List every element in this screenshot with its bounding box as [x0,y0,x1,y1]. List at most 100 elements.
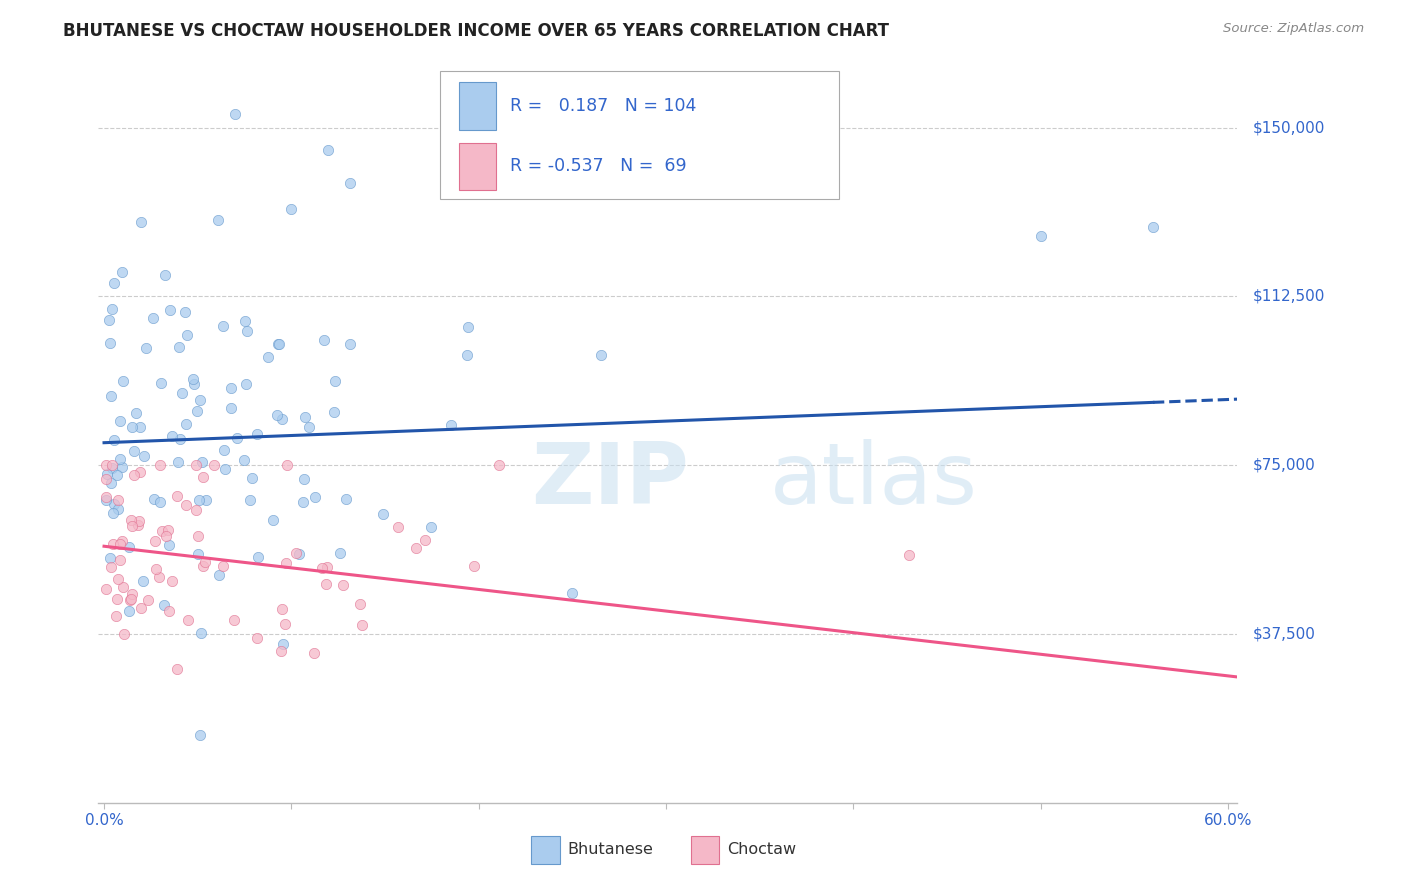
Point [267,336,290,351]
Point [145,533,167,548]
Point [120,592,142,607]
Point [274,556,297,570]
Point [304,490,326,504]
Bar [460,82,496,129]
Point [166,662,188,676]
Point [108,552,131,566]
Point [190,626,212,640]
Point [121,420,143,434]
Point [136,593,159,607]
Point [121,587,143,601]
Point [107,493,129,508]
Text: ZIP: ZIP [531,440,689,523]
Point [294,409,316,424]
Point [285,546,308,560]
Text: BHUTANESE VS CHOCTAW HOUSEHOLDER INCOME OVER 65 YEARS CORRELATION CHART: BHUTANESE VS CHOCTAW HOUSEHOLDER INCOME … [63,22,889,40]
Point [291,494,314,508]
Point [292,472,315,486]
Point [167,340,190,354]
Point [332,578,354,592]
Point [111,533,134,548]
Point [233,453,256,467]
Point [118,592,141,607]
Point [457,320,479,334]
Y-axis label: Householder Income Over 65 years: Householder Income Over 65 years [0,301,7,573]
Point [262,513,284,527]
Point [94,472,117,486]
Point [100,560,122,574]
Point [96,467,118,481]
Text: $150,000: $150,000 [1253,120,1324,135]
Point [235,314,257,328]
Point [898,548,921,562]
Point [1142,219,1164,234]
Point [149,376,172,391]
Point [420,520,443,534]
Point [98,336,121,351]
Point [207,212,229,227]
Point [246,426,269,441]
Point [112,627,135,641]
Point [312,333,335,347]
Point [153,598,176,612]
Point [270,644,292,658]
Text: R =   0.187   N = 104: R = 0.187 N = 104 [509,96,696,115]
Point [350,618,373,632]
Point [118,540,141,554]
Point [349,598,371,612]
Point [339,336,361,351]
Point [413,533,436,548]
Point [169,433,191,447]
Point [103,433,125,447]
Point [100,301,122,316]
Point [94,458,117,473]
Point [159,303,181,318]
Point [1029,228,1052,243]
Point [188,393,211,408]
Point [177,613,200,627]
Point [194,555,217,569]
Point [315,577,337,591]
Point [105,591,128,606]
Point [149,495,172,509]
Point [202,458,225,473]
Point [339,176,361,190]
Point [107,502,129,516]
Point [112,374,135,388]
Bar [690,836,718,863]
Point [150,524,173,539]
Point [273,637,295,651]
Point [160,574,183,589]
Point [125,405,148,419]
Point [246,631,269,645]
Point [184,458,207,473]
Point [155,529,177,543]
Point [186,529,208,543]
Point [131,215,153,229]
Point [127,517,149,532]
Point [187,547,209,561]
Point [174,305,197,319]
Point [176,327,198,342]
Point [157,538,180,552]
Text: $112,500: $112,500 [1253,289,1324,304]
Point [266,408,288,422]
Point [276,458,298,473]
Point [371,507,394,521]
Bar [460,143,496,190]
Point [187,492,209,507]
Point [311,561,333,575]
Point [103,506,125,520]
Point [224,613,246,627]
Point [97,313,120,327]
Point [239,492,262,507]
Point [118,604,141,618]
Point [157,523,180,537]
Point [103,276,125,290]
Point [271,602,294,616]
Point [167,455,190,469]
Point [142,310,165,325]
Point [191,470,214,484]
Point [94,582,117,596]
Point [181,372,204,386]
